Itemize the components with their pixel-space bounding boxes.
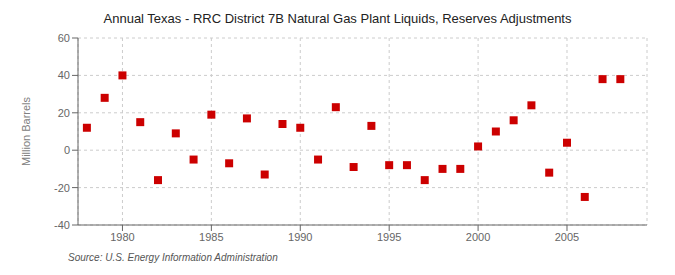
svg-text:Million Barrels: Million Barrels bbox=[20, 96, 32, 166]
html-text:Annual Texas - RRC District 7B: Annual Texas - RRC District 7B Natural G… bbox=[103, 11, 572, 26]
svg-text:1980: 1980 bbox=[110, 231, 134, 243]
svg-text:-40: -40 bbox=[54, 219, 70, 231]
svg-text:2000: 2000 bbox=[466, 231, 490, 243]
svg-text:1985: 1985 bbox=[199, 231, 223, 243]
svg-text:0: 0 bbox=[64, 144, 70, 156]
svg-text:60: 60 bbox=[58, 32, 70, 44]
svg-text:20: 20 bbox=[58, 107, 70, 119]
svg-text:2005: 2005 bbox=[555, 231, 579, 243]
svg-text:1990: 1990 bbox=[288, 231, 312, 243]
svg-text:-20: -20 bbox=[54, 182, 70, 194]
svg-text:1995: 1995 bbox=[377, 231, 401, 243]
html-text:Source: U.S. Energy Informatio: Source: U.S. Energy Information Administ… bbox=[68, 252, 278, 263]
svg-text:40: 40 bbox=[58, 69, 70, 81]
